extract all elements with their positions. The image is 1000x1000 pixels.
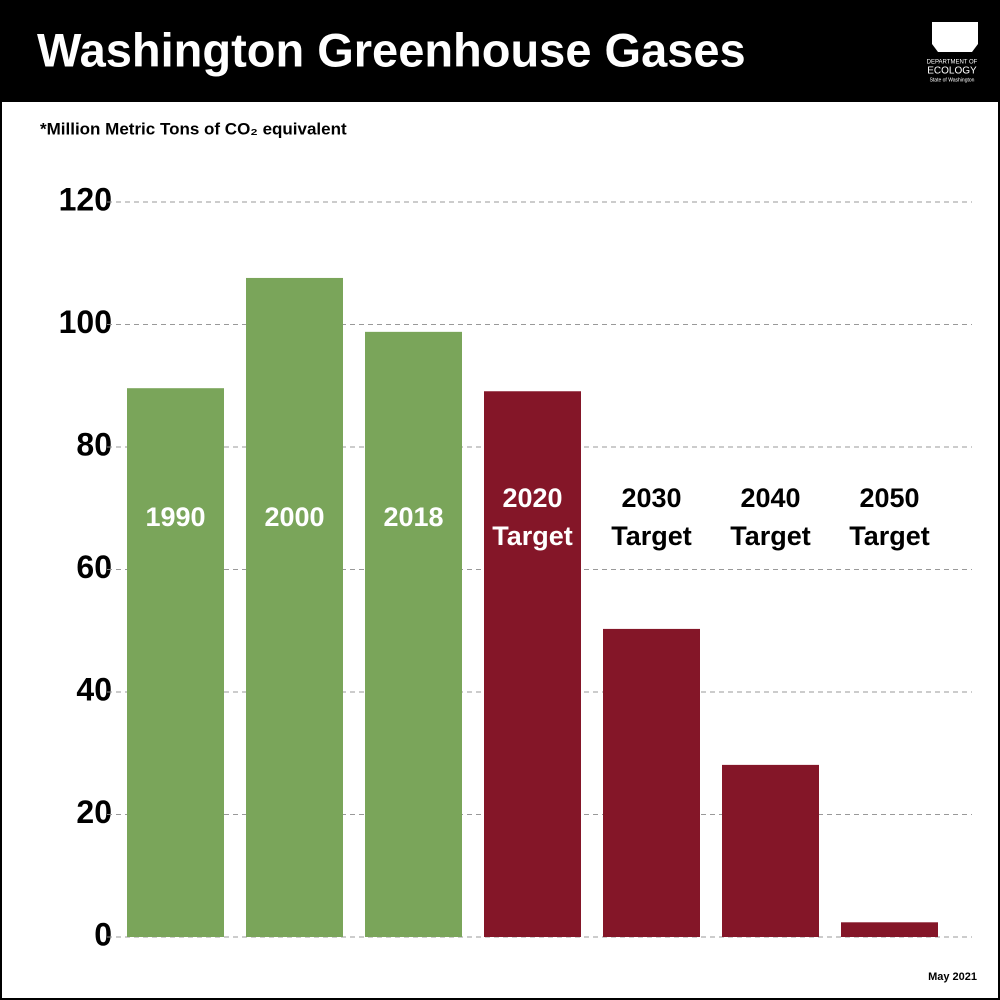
category-label: 1990 <box>145 502 206 532</box>
logo-shape <box>932 22 978 52</box>
category-label: 2040 Target <box>730 483 811 551</box>
bar <box>722 764 819 937</box>
logo-text: ECOLOGY <box>927 66 977 77</box>
bar <box>127 388 224 937</box>
category-label: 2050 Target <box>849 483 930 551</box>
y-tick-label: 0 <box>94 916 112 952</box>
category-label: 2030 Target <box>611 483 692 551</box>
category-label: 2018 <box>383 502 444 532</box>
subtitle: *Million Metric Tons of CO₂ equivalent <box>40 119 347 138</box>
category-label: 2000 <box>264 502 325 532</box>
logo-text: DEPARTMENT OF <box>927 60 978 66</box>
chart-title: Washington Greenhouse Gases <box>37 23 746 76</box>
bar <box>484 391 581 937</box>
footnote: May 2021 <box>928 971 977 983</box>
y-tick-label: 60 <box>76 549 112 585</box>
bar <box>841 922 938 937</box>
bar <box>603 628 700 937</box>
header-band <box>2 2 998 102</box>
y-tick-label: 20 <box>76 794 112 830</box>
y-tick-label: 100 <box>59 304 112 340</box>
bar <box>365 331 462 938</box>
y-tick-label: 40 <box>76 671 112 707</box>
bar <box>246 277 343 937</box>
category-label: 2020 Target <box>492 483 573 551</box>
y-tick-label: 80 <box>76 426 112 462</box>
logo-text: State of Washington <box>930 77 975 83</box>
y-tick-label: 120 <box>59 181 112 217</box>
